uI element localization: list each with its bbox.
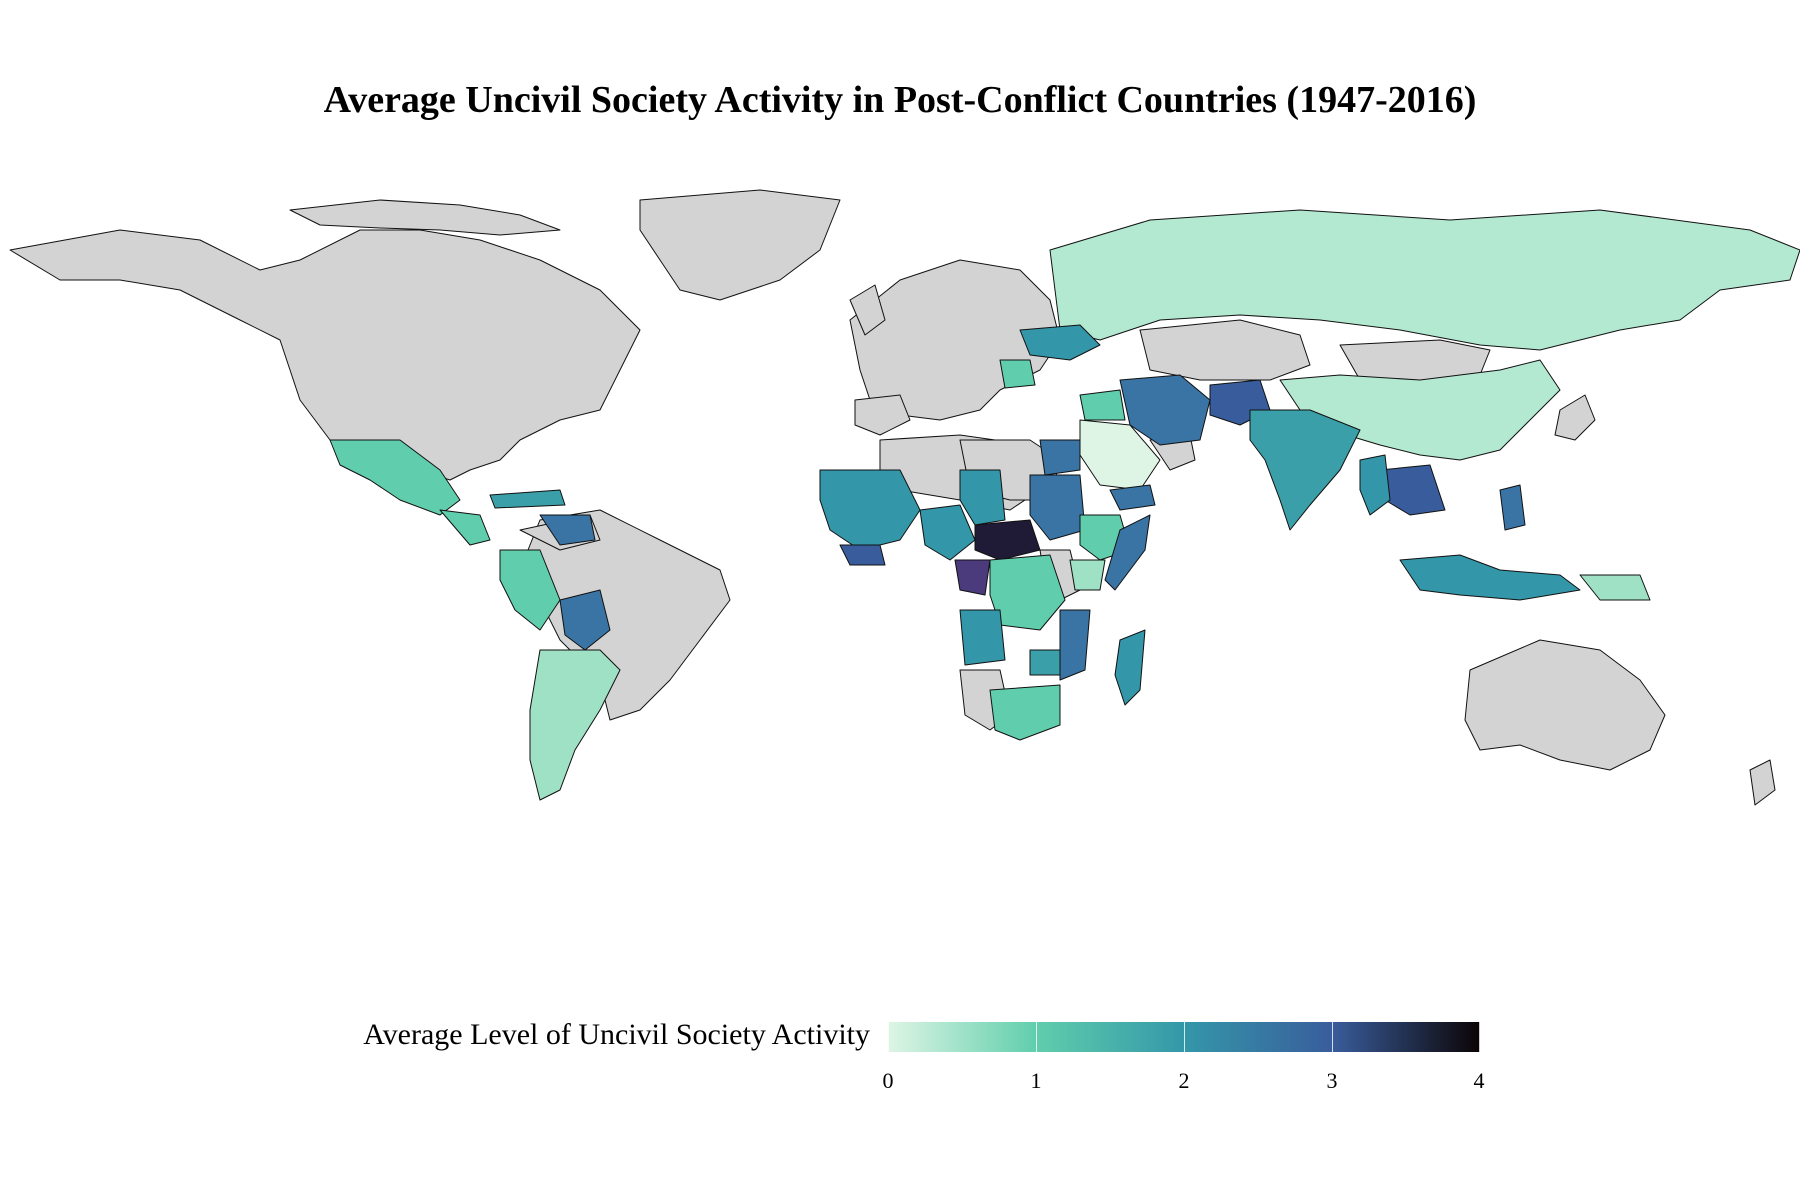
region-peru-ecuador (499, 549, 561, 631)
region-papua (1579, 574, 1651, 601)
region-congo (954, 559, 991, 596)
legend-label: Average Level of Uncivil Society Activit… (363, 1018, 870, 1051)
region-australia (1464, 639, 1666, 771)
region-angola (959, 609, 1006, 666)
legend-tick-label: 3 (1326, 1068, 1338, 1093)
region-south-africa (989, 684, 1061, 741)
region-indonesia (1399, 554, 1581, 601)
region-egypt (1039, 439, 1081, 476)
legend-tick-mark (1184, 1022, 1185, 1052)
region-mozambique (1059, 609, 1091, 681)
region-arctic-islands (289, 199, 561, 236)
legend-tick-label: 2 (1178, 1068, 1190, 1093)
region-madagascar (1114, 629, 1146, 706)
region-indochina (1379, 464, 1446, 516)
region-greenland (639, 189, 841, 301)
region-india-pakistan (1249, 409, 1361, 531)
region-kazakhstan (1139, 319, 1311, 381)
legend-tick-label: 1 (1030, 1068, 1042, 1093)
region-central-america (439, 509, 491, 546)
region-sudan (1029, 474, 1086, 541)
region-venezuela (539, 514, 596, 546)
legend-colorbar (888, 1022, 1480, 1052)
region-west-africa (819, 469, 921, 551)
region-ukraine (1019, 324, 1101, 361)
region-yemen (1109, 484, 1156, 511)
region-uk (849, 284, 886, 336)
region-kenya (1069, 559, 1106, 591)
region-zimbabwe (1029, 649, 1061, 676)
region-somalia (1104, 514, 1151, 591)
region-russia (1049, 209, 1800, 351)
region-argentina-chile (529, 649, 621, 801)
region-drc (989, 554, 1066, 631)
region-liberia (839, 544, 886, 566)
region-nigeria (919, 504, 976, 561)
world-map (9, 189, 1800, 806)
legend-tick-label: 4 (1473, 1068, 1485, 1093)
region-caribbean (489, 489, 566, 509)
region-bolivia (559, 589, 611, 651)
region-philippines (1499, 484, 1526, 531)
region-chad (959, 469, 1006, 526)
legend-tick-label: 0 (882, 1068, 894, 1093)
region-myanmar (1359, 454, 1391, 516)
region-iberia (854, 394, 911, 436)
region-iraq-syria (1079, 389, 1126, 421)
region-balkans (999, 359, 1036, 389)
map-title: Average Uncivil Society Activity in Post… (323, 79, 1477, 121)
legend-tick-mark (888, 1022, 889, 1052)
region-mexico (329, 439, 461, 516)
region-car (974, 519, 1041, 561)
region-new-zealand (1749, 759, 1776, 806)
legend-tick-mark (1036, 1022, 1037, 1052)
legend-tick-mark (1479, 1022, 1480, 1052)
legend-tick-mark (1332, 1022, 1333, 1052)
region-north-america (9, 229, 641, 481)
region-japan (1554, 394, 1596, 441)
